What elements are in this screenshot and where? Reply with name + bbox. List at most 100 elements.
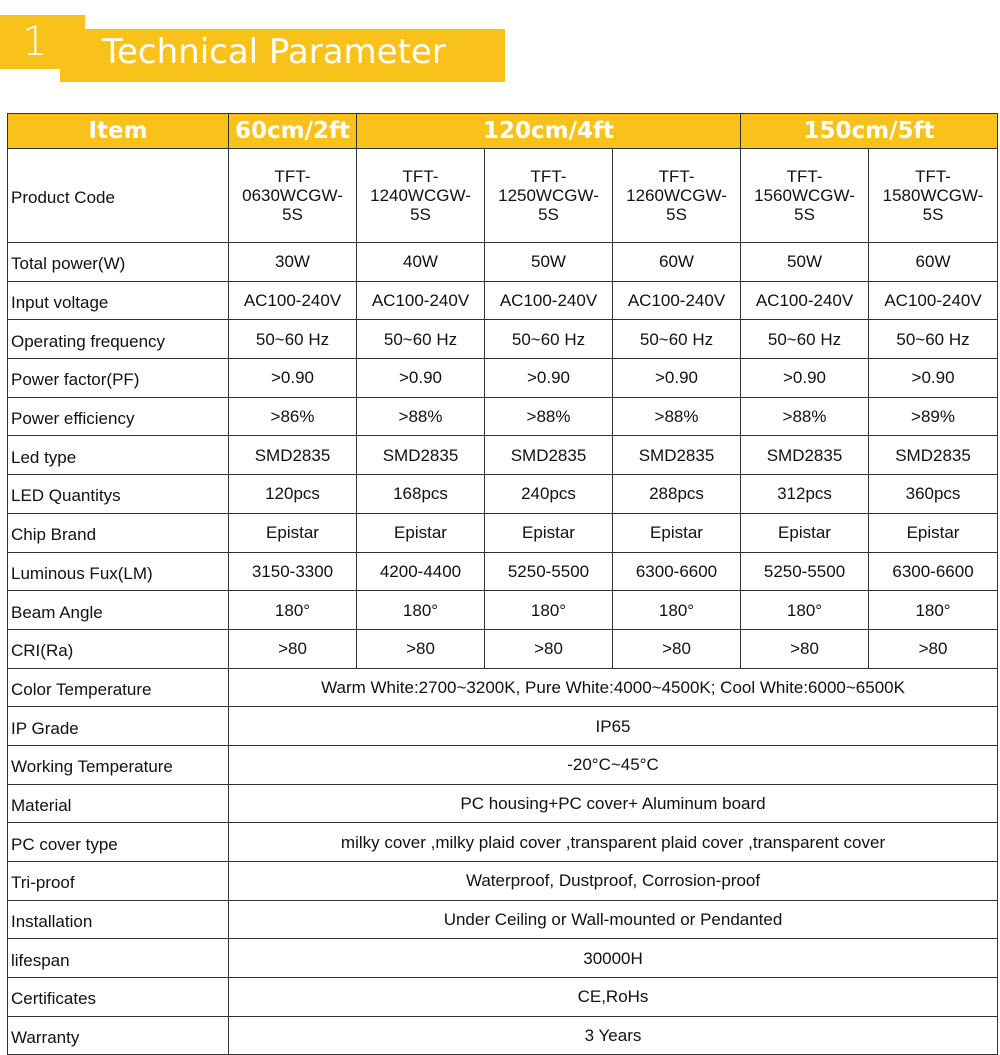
row-label: Tri-proof bbox=[7, 861, 229, 901]
shared-value-cell: -20°C~45°C bbox=[227, 744, 999, 785]
shared-value-cell: PC housing+PC cover+ Aluminum board bbox=[227, 783, 999, 824]
row-label: Operating frequency bbox=[7, 319, 229, 360]
table-row: Input voltage AC100-240V AC100-240V AC100-2… bbox=[7, 280, 999, 321]
table-row: Material PC housing+PC cover+ Aluminum bo… bbox=[7, 783, 999, 824]
value-cell: 50~60 Hz bbox=[611, 319, 742, 360]
value-cell: 168pcs bbox=[356, 474, 485, 514]
value-cell: >88% bbox=[740, 396, 870, 437]
value-cell: >86% bbox=[228, 396, 357, 437]
shared-value-cell: milky cover ,milky plaid cover ,transpar… bbox=[227, 822, 999, 862]
table-row: Tri-proof Waterproof, Dustproof, Corrosio… bbox=[7, 861, 999, 901]
value-cell: AC100-240V bbox=[868, 280, 999, 321]
product-code-part: TFT- bbox=[274, 167, 311, 186]
header-120cm: 120cm/4ft bbox=[355, 113, 742, 149]
shared-value-cell: 3 Years bbox=[227, 1015, 999, 1055]
group-header-row: Item 60cm/2ft 120cm/4ft 150cm/5ft bbox=[7, 113, 999, 149]
value-cell: 180° bbox=[484, 590, 613, 630]
row-label: Warranty bbox=[7, 1015, 229, 1055]
value-cell: 60W bbox=[868, 242, 999, 282]
product-code-cell: TFT- 1260WCGW- 5S bbox=[611, 148, 742, 243]
value-cell: >80 bbox=[484, 628, 613, 669]
value-cell: SMD2835 bbox=[484, 435, 613, 476]
product-code-row: Product Code TFT- 0630WCGW- 5S TFT- 1240WCGW… bbox=[7, 148, 999, 243]
row-label: Product Code bbox=[7, 148, 229, 243]
section-number: 1 bbox=[22, 19, 48, 65]
shared-value-cell: CE,RoHs bbox=[227, 977, 999, 1017]
value-cell: Epistar bbox=[356, 512, 485, 553]
shared-value-cell: 30000H bbox=[227, 938, 999, 979]
row-label: lifespan bbox=[7, 938, 229, 979]
value-cell: >89% bbox=[868, 396, 999, 437]
product-code-cell: TFT- 1580WCGW- 5S bbox=[868, 148, 999, 243]
value-cell: >80 bbox=[611, 628, 742, 669]
value-cell: 40W bbox=[356, 242, 485, 282]
value-cell: Epistar bbox=[484, 512, 613, 553]
product-code-part: 1260WCGW- bbox=[626, 186, 727, 205]
product-code-cell: TFT- 1240WCGW- 5S bbox=[356, 148, 485, 243]
value-cell: 360pcs bbox=[868, 474, 999, 514]
table-row: Led type SMD2835 SMD2835 SMD2835 SMD2835 SMD2… bbox=[7, 435, 999, 476]
table-row: Color Temperature Warm White:2700~3200K, … bbox=[7, 667, 999, 708]
value-cell: 50~60 Hz bbox=[740, 319, 870, 360]
value-cell: Epistar bbox=[868, 512, 999, 553]
product-code-cell: TFT- 0630WCGW- 5S bbox=[228, 148, 357, 243]
value-cell: 50W bbox=[740, 242, 870, 282]
row-label: CRI(Ra) bbox=[7, 628, 229, 669]
value-cell: >80 bbox=[868, 628, 999, 669]
product-code-part: 1560WCGW- bbox=[754, 186, 855, 205]
header-item: Item bbox=[7, 113, 229, 149]
value-cell: >88% bbox=[356, 396, 485, 437]
value-cell: SMD2835 bbox=[356, 435, 485, 476]
value-cell: 50~60 Hz bbox=[228, 319, 357, 360]
product-code-part: 1250WCGW- bbox=[498, 186, 599, 205]
row-label: Power factor(PF) bbox=[7, 358, 229, 398]
table-row: lifespan 30000H bbox=[7, 938, 999, 979]
value-cell: >0.90 bbox=[228, 358, 357, 398]
value-cell: 3150-3300 bbox=[228, 551, 357, 592]
value-cell: 180° bbox=[740, 590, 870, 630]
row-label: Chip Brand bbox=[7, 512, 229, 553]
value-cell: >80 bbox=[740, 628, 870, 669]
row-label: PC cover type bbox=[7, 822, 229, 862]
value-cell: >88% bbox=[611, 396, 742, 437]
product-code-part: 5S bbox=[538, 205, 559, 224]
value-cell: 50~60 Hz bbox=[868, 319, 999, 360]
row-label: Beam Angle bbox=[7, 590, 229, 630]
product-code-part: 5S bbox=[794, 205, 815, 224]
value-cell: >0.90 bbox=[611, 358, 742, 398]
row-label: LED Quantitys bbox=[7, 474, 229, 514]
shared-value-cell: Waterproof, Dustproof, Corrosion-proof bbox=[227, 861, 999, 901]
value-cell: 50~60 Hz bbox=[356, 319, 485, 360]
section-title-banner: Technical Parameter bbox=[60, 29, 505, 82]
row-label: Certificates bbox=[7, 977, 229, 1017]
table-row: Installation Under Ceiling or Wall-mounte… bbox=[7, 899, 999, 940]
table-row: PC cover type milky cover ,milky plaid co… bbox=[7, 822, 999, 862]
table-row: Total power(W) 30W 40W 50W 60W 50W 60W bbox=[7, 242, 999, 282]
row-label: Color Temperature bbox=[7, 667, 229, 708]
table-row: IP Grade IP65 bbox=[7, 706, 999, 746]
header-60cm: 60cm/2ft bbox=[228, 113, 357, 149]
value-cell: 6300-6600 bbox=[868, 551, 999, 592]
shared-value-cell: Warm White:2700~3200K, Pure White:4000~4… bbox=[227, 667, 999, 708]
table-row: Operating frequency 50~60 Hz 50~60 Hz 50~60… bbox=[7, 319, 999, 360]
value-cell: 60W bbox=[611, 242, 742, 282]
header-150cm: 150cm/5ft bbox=[740, 113, 999, 149]
value-cell: SMD2835 bbox=[228, 435, 357, 476]
value-cell: AC100-240V bbox=[228, 280, 357, 321]
product-code-part: TFT- bbox=[658, 167, 695, 186]
value-cell: 30W bbox=[228, 242, 357, 282]
product-code-part: TFT- bbox=[530, 167, 567, 186]
table-row: Power efficiency >86% >88% >88% >88% >88% >89% bbox=[7, 396, 999, 437]
value-cell: 120pcs bbox=[228, 474, 357, 514]
value-cell: >80 bbox=[356, 628, 485, 669]
row-label: Led type bbox=[7, 435, 229, 476]
table-row: Luminous Fux(LM) 3150-3300 4200-4400 5250-5… bbox=[7, 551, 999, 592]
value-cell: 312pcs bbox=[740, 474, 870, 514]
value-cell: >0.90 bbox=[484, 358, 613, 398]
value-cell: 6300-6600 bbox=[611, 551, 742, 592]
value-cell: Epistar bbox=[611, 512, 742, 553]
row-label: Power efficiency bbox=[7, 396, 229, 437]
value-cell: Epistar bbox=[228, 512, 357, 553]
value-cell: SMD2835 bbox=[868, 435, 999, 476]
value-cell: 4200-4400 bbox=[356, 551, 485, 592]
